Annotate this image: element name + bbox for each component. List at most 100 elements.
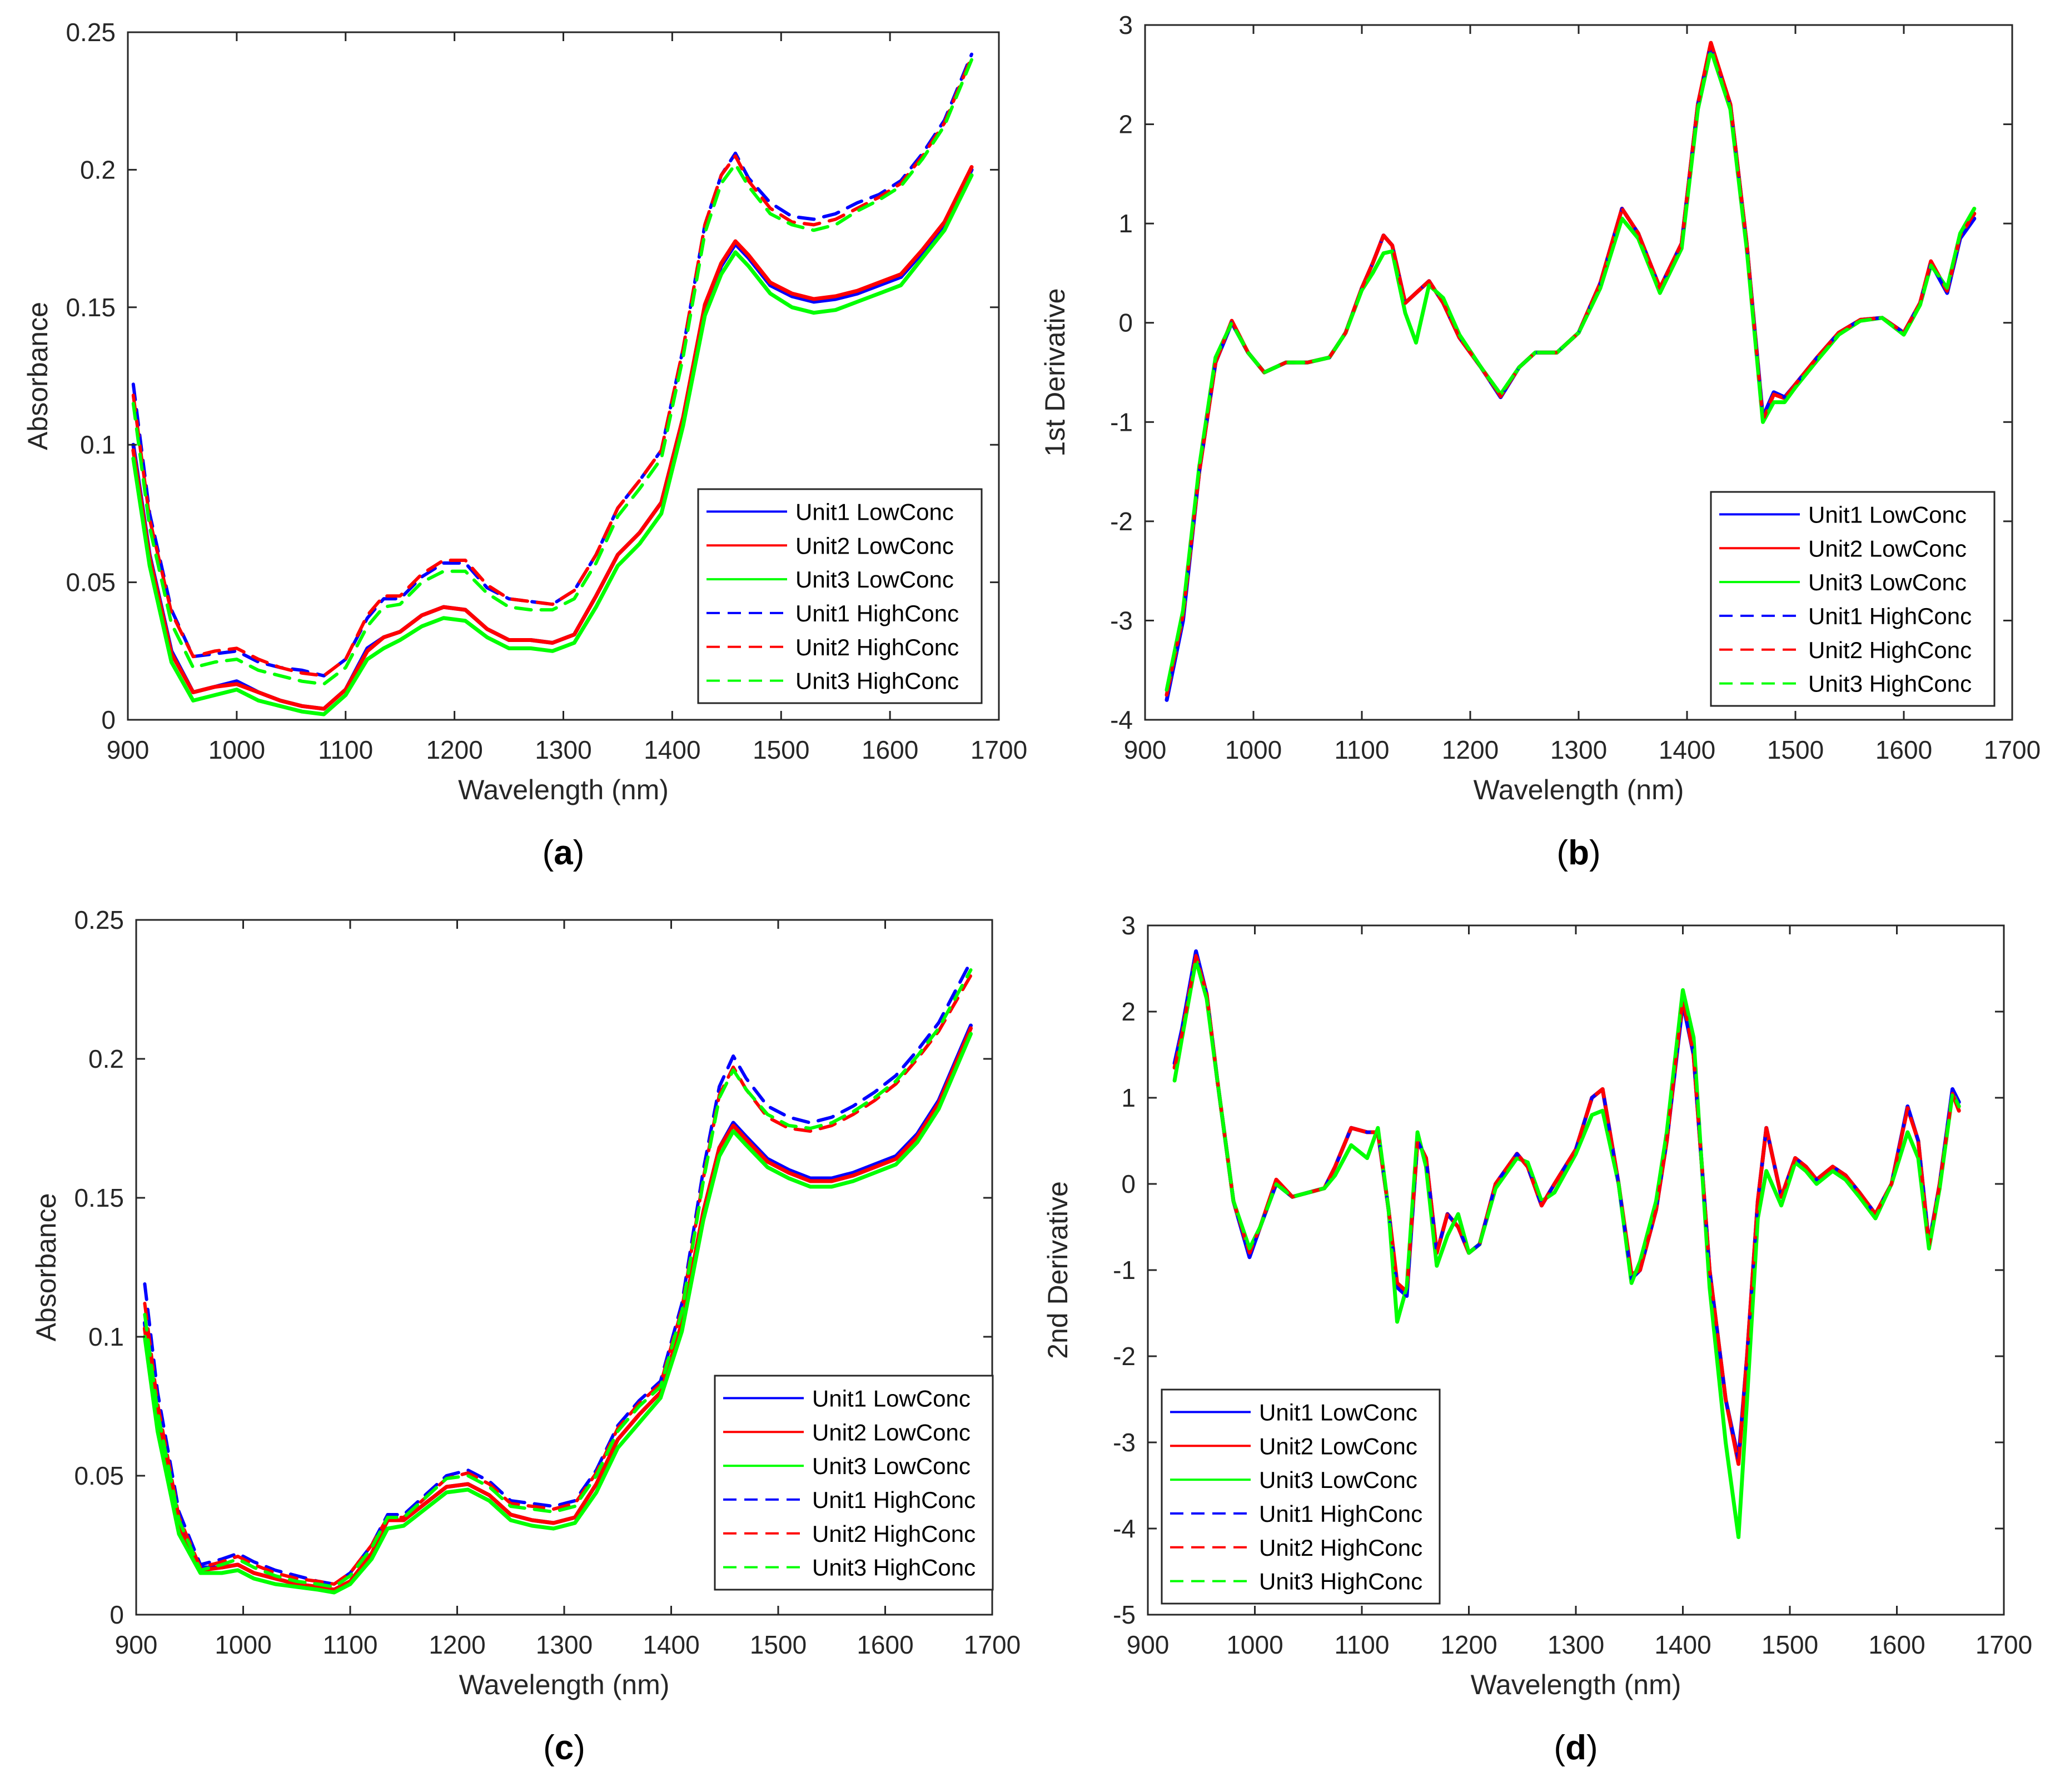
y-tick-label: 3 [1118, 11, 1133, 39]
x-tick-label: 1000 [215, 1630, 271, 1659]
legend-label: Unit2 HighConc [1259, 1535, 1422, 1561]
x-tick-label: 1300 [535, 735, 591, 764]
legend-label: Unit1 HighConc [1808, 603, 1972, 629]
y-tick-label: -2 [1110, 507, 1133, 536]
legend-label: Unit1 LowConc [1808, 501, 1967, 527]
series-group [142, 960, 973, 1595]
y-tick-label: -5 [1113, 1600, 1136, 1629]
y-tick-label: 1 [1121, 1083, 1136, 1112]
y-axis-label: Absorbance [22, 302, 53, 450]
series-group [1172, 949, 1961, 1539]
legend: Unit1 LowConc Unit2 LowConc Unit3 LowConc U… [1161, 1388, 1441, 1605]
x-tick-label: 1100 [1335, 735, 1390, 764]
legend-label: Unit3 LowConc [812, 1453, 971, 1479]
y-tick-label: -4 [1110, 705, 1133, 734]
x-tick-label: 900 [107, 735, 150, 764]
legend-label: Unit2 LowConc [795, 532, 954, 559]
x-tick-label: 1500 [1767, 735, 1824, 764]
legend-label: Unit1 LowConc [812, 1385, 971, 1411]
y-tick-label: 1 [1118, 209, 1133, 238]
series-line-unit3-lowconc [142, 1032, 973, 1595]
series-line-unit2-lowconc [142, 1026, 973, 1592]
series-line-unit1-lowconc [1172, 949, 1961, 1462]
panel-label: (a) [543, 834, 585, 872]
legend-label: Unit2 HighConc [812, 1521, 976, 1547]
x-tick-label: 900 [115, 1630, 158, 1659]
y-tick-label: 3 [1121, 911, 1136, 940]
y-tick-label: 0.25 [74, 905, 124, 934]
x-axis-label: Wavelength (nm) [1471, 1669, 1681, 1700]
x-tick-label: 1700 [1984, 735, 2041, 764]
x-tick-label: 1500 [753, 735, 809, 764]
legend-box [1161, 1388, 1441, 1605]
x-tick-label: 900 [1127, 1630, 1170, 1659]
series-line-unit2-lowconc [131, 165, 974, 711]
x-tick-label: 1000 [1226, 1630, 1283, 1659]
legend-label: Unit3 HighConc [1259, 1569, 1422, 1595]
y-tick-label: 0 [1118, 308, 1133, 337]
y-tick-label: 0 [110, 1600, 124, 1629]
chart-panel-d: 900 1000 1100 1200 1300 1400 1500 1600 1700 -5 -4 -… [1042, 911, 2032, 1767]
series-line-unit3-highconc [1165, 48, 1976, 692]
series-line-unit1-highconc [1173, 949, 1961, 1461]
y-axis-label: Absorbance [31, 1193, 62, 1342]
x-tick-label: 1100 [1335, 1630, 1390, 1659]
x-tick-label: 1300 [1550, 735, 1607, 764]
x-tick-label: 1000 [208, 735, 265, 764]
x-tick-label: 1600 [862, 735, 918, 764]
legend-label: Unit3 HighConc [795, 668, 959, 694]
y-tick-label: 0.15 [66, 293, 116, 322]
y-tick-label: 0.1 [80, 430, 116, 459]
legend-label: Unit1 HighConc [795, 600, 959, 626]
series-line-unit2-lowconc [1172, 953, 1961, 1466]
y-tick-label: 0.25 [66, 18, 116, 47]
y-tick-label: 2 [1121, 997, 1136, 1026]
x-tick-label: 1200 [1440, 1630, 1497, 1659]
legend-box [714, 1375, 994, 1591]
series-line-unit2-highconc [1173, 954, 1961, 1466]
legend-label: Unit1 HighConc [1259, 1501, 1422, 1527]
x-tick-label: 1300 [536, 1630, 593, 1659]
x-tick-label: 1400 [643, 1630, 699, 1659]
y-tick-label: 0 [101, 705, 116, 734]
y-tick-label: 0.1 [88, 1322, 124, 1351]
x-tick-label: 900 [1124, 735, 1167, 764]
series-line-unit2-highconc [131, 55, 973, 678]
legend-label: Unit2 LowConc [1808, 535, 1967, 561]
x-axis-label: Wavelength (nm) [458, 774, 669, 805]
x-tick-label: 1500 [1762, 1630, 1818, 1659]
y-tick-label: -4 [1113, 1514, 1136, 1543]
series-line-unit3-lowconc [131, 173, 974, 716]
legend-label: Unit3 HighConc [812, 1555, 976, 1581]
y-tick-label: -3 [1110, 606, 1133, 635]
y-axis-label: 2nd Derivative [1042, 1181, 1073, 1359]
y-tick-label: 0.15 [74, 1183, 124, 1212]
series-group [1165, 41, 1977, 702]
y-tick-label: 0 [1121, 1169, 1136, 1198]
legend-label: Unit2 HighConc [795, 634, 959, 660]
x-tick-label: 1500 [750, 1630, 807, 1659]
legend-box [697, 488, 983, 704]
x-tick-label: 1600 [1875, 735, 1932, 764]
series-line-unit1-highconc [143, 960, 973, 1586]
legend-label: Unit2 HighConc [1808, 637, 1972, 663]
legend-label: Unit2 LowConc [812, 1419, 971, 1445]
x-tick-label: 1600 [1868, 1630, 1925, 1659]
x-tick-label: 1300 [1548, 1630, 1604, 1659]
y-tick-label: -1 [1113, 1256, 1136, 1285]
chart-panel-a: 900 1000 1100 1200 1300 1400 1500 1600 1700 0 0.05… [22, 18, 1027, 872]
y-axis-label: 1st Derivative [1039, 288, 1071, 457]
series-line-unit1-highconc [131, 52, 973, 678]
legend-label: Unit3 LowConc [1808, 569, 1967, 595]
x-axis-label: Wavelength (nm) [459, 1669, 670, 1700]
legend-label: Unit1 LowConc [1259, 1399, 1417, 1425]
legend-label: Unit3 HighConc [1808, 671, 1972, 697]
legend: Unit1 LowConc Unit2 LowConc Unit3 LowConc U… [714, 1375, 994, 1591]
series-line-unit2-highconc [143, 974, 973, 1586]
legend-label: Unit2 LowConc [1259, 1433, 1417, 1459]
y-tick-label: 0.2 [80, 155, 116, 184]
x-tick-label: 1700 [964, 1630, 1021, 1659]
series-group [131, 52, 974, 716]
legend-box [1710, 491, 1996, 707]
